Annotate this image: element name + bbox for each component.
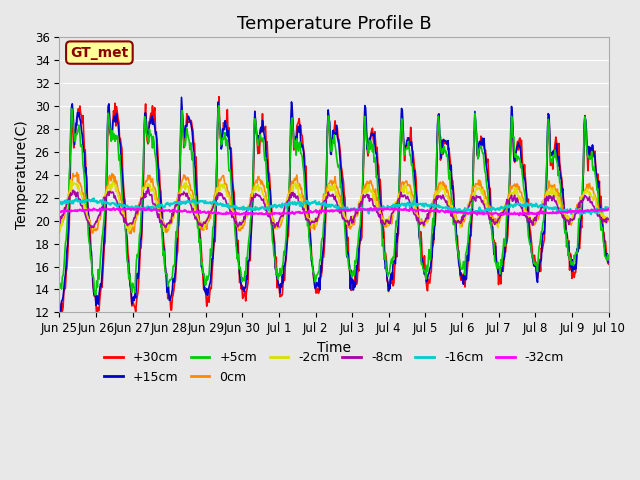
Legend: +30cm, +15cm, +5cm, 0cm, -2cm, -8cm, -16cm, -32cm: +30cm, +15cm, +5cm, 0cm, -2cm, -8cm, -16…	[99, 347, 569, 389]
Text: GT_met: GT_met	[70, 46, 129, 60]
X-axis label: Time: Time	[317, 341, 351, 355]
Title: Temperature Profile B: Temperature Profile B	[237, 15, 431, 33]
Y-axis label: Temperature(C): Temperature(C)	[15, 120, 29, 229]
